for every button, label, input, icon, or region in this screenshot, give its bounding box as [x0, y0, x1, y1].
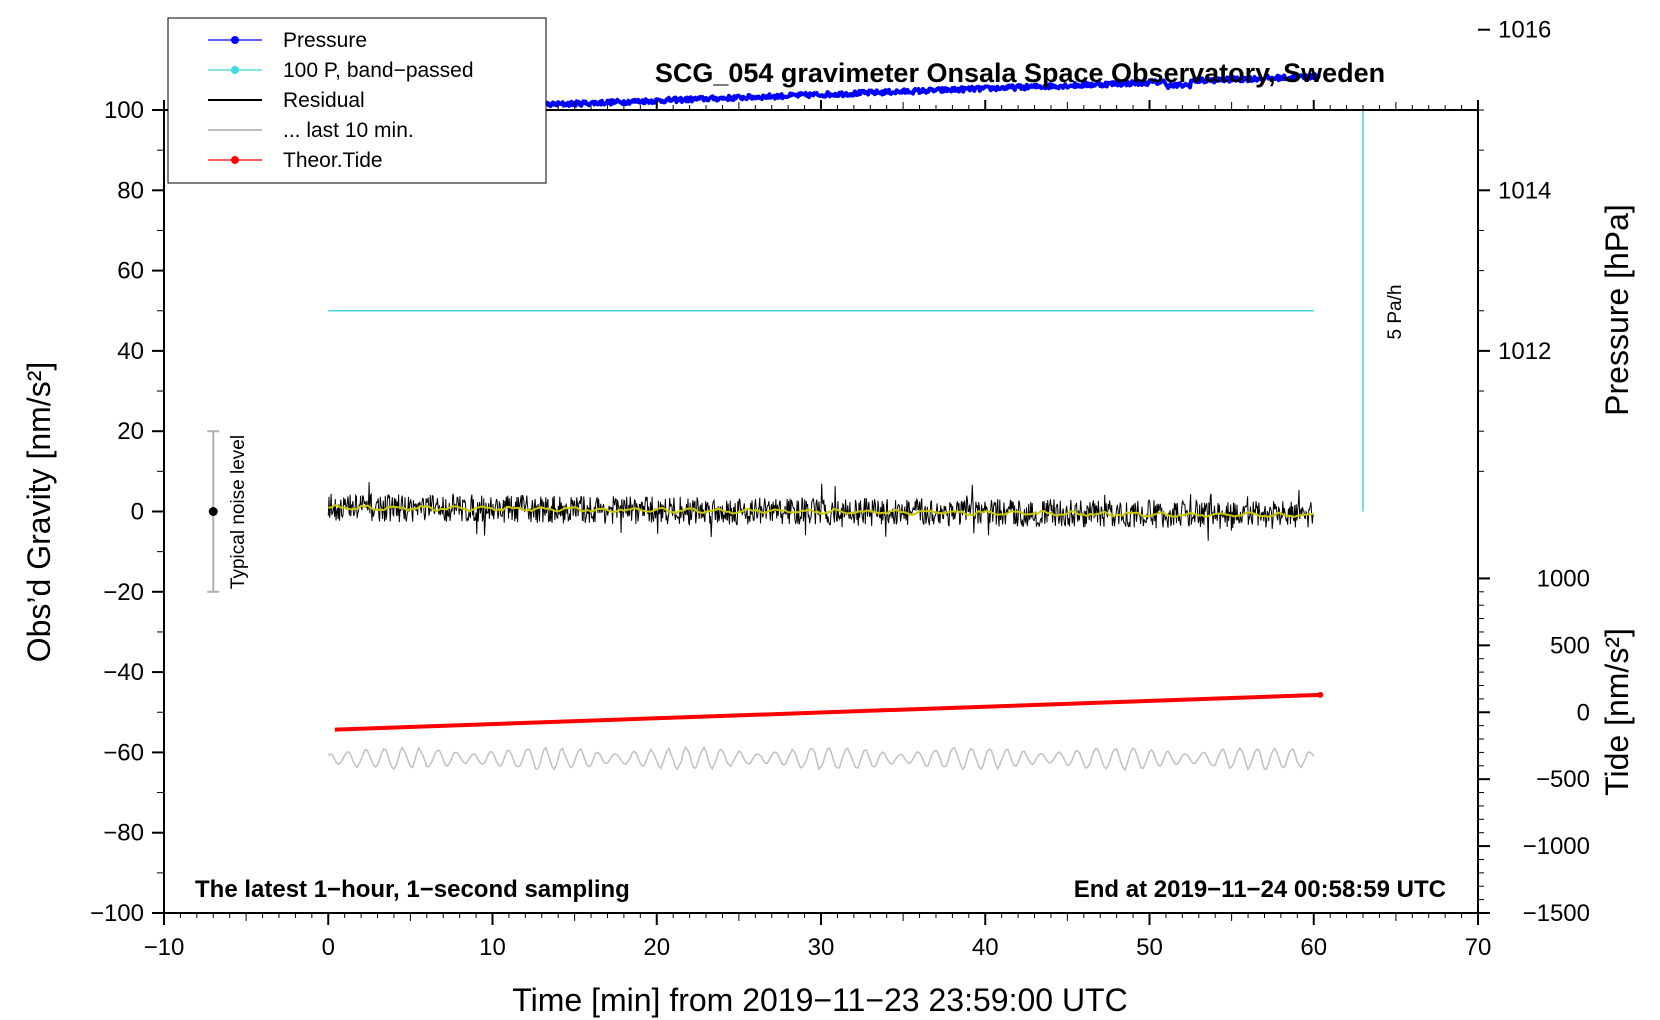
noise-bar-center-dot — [208, 507, 218, 516]
x-tick-label: 20 — [643, 934, 670, 961]
x-tick-label: 10 — [479, 934, 506, 961]
y-tick-label: −100 — [90, 900, 144, 927]
plot-frame — [163, 109, 1479, 914]
legend: Pressure 100 P, band−passed Residual ... la… — [167, 17, 547, 184]
y-axis-title-pressure: Pressure [hPa] — [1599, 204, 1635, 416]
x-axis-title: Time [min] from 2019−11−23 23:59:00 UTC — [512, 982, 1127, 1018]
tide-tick-label: −1000 — [1523, 833, 1590, 860]
y-tick-label: −20 — [103, 579, 144, 606]
annotation-latest-hour: The latest 1−hour, 1−second sampling — [195, 876, 630, 903]
theoretical-tide-line — [334, 692, 1321, 732]
theoretical-tide-endpoint — [1317, 691, 1324, 698]
legend-swatch-dot — [231, 36, 239, 44]
x-tick-label: −10 — [144, 934, 185, 961]
residual-series-line — [327, 482, 1315, 541]
legend-label: Residual — [283, 89, 365, 112]
pressure-tick-label: 1016 — [1498, 17, 1551, 44]
y-tick-label: 80 — [117, 177, 144, 204]
x-tick-label: 60 — [1300, 934, 1327, 961]
pressure-tick-label: 1014 — [1498, 177, 1551, 204]
y-tick-label: −60 — [103, 739, 144, 766]
tide-tick-label: 1000 — [1537, 565, 1590, 592]
x-tick-label: 50 — [1136, 934, 1163, 961]
legend-swatch-dot — [231, 156, 239, 164]
legend-label: Theor.Tide — [283, 149, 383, 172]
legend-label: Pressure — [283, 29, 367, 52]
y-tick-label: 100 — [104, 97, 144, 124]
y-tick-label: −80 — [103, 820, 144, 847]
pressure-rate-label: 5 Pa/h — [1385, 285, 1406, 340]
tide-tick-label: 0 — [1577, 699, 1590, 726]
x-tick-label: 0 — [322, 934, 335, 961]
residual-smoothed-line — [328, 504, 1314, 519]
last-10-min-line — [327, 745, 1315, 772]
chart-title: SCG_054 gravimeter Onsala Space Observat… — [655, 58, 1385, 88]
legend-label: 100 P, band−passed — [283, 59, 474, 82]
y-tick-label: 40 — [117, 338, 144, 365]
tide-tick-label: −500 — [1536, 766, 1590, 793]
tide-tick-label: −1500 — [1523, 900, 1590, 927]
y-tick-label: 0 — [131, 499, 144, 526]
noise-level-label: Typical noise level — [228, 435, 249, 589]
pressure-tick-label: 1012 — [1498, 338, 1551, 365]
legend-label: ... last 10 min. — [283, 119, 414, 142]
y-tick-label: 60 — [117, 258, 144, 285]
tide-tick-label: 500 — [1550, 632, 1590, 659]
y-axis-title-tide: Tide [nm/s²] — [1599, 628, 1635, 796]
x-tick-label: 40 — [972, 934, 999, 961]
y-tick-label: −40 — [103, 659, 144, 686]
ticks-layer: −10 0 10 20 30 40 50 60 70−100−80−60−40−20020406… — [90, 17, 1590, 961]
legend-swatch-dot — [231, 66, 239, 74]
x-tick-label: 30 — [808, 934, 835, 961]
y-axis-title-left: Obs’d Gravity [nm/s²] — [21, 362, 57, 663]
y-tick-label: 20 — [117, 418, 144, 445]
x-tick-label: 70 — [1465, 934, 1492, 961]
annotation-end-time: End at 2019−11−24 00:58:59 UTC — [1074, 876, 1446, 903]
